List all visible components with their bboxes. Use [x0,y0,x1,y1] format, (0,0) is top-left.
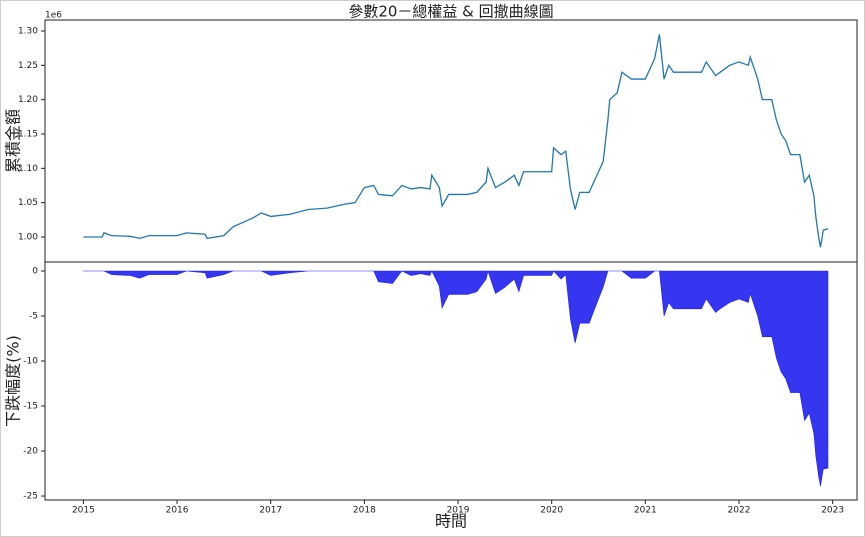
y-tick-label: -20 [23,447,38,457]
x-tick-label: 2017 [259,506,282,516]
y-axis-label: 累積金額 [4,109,23,173]
y-tick-label: 1.00 [18,233,38,243]
y-tick-label: 1.25 [18,61,38,71]
y-tick-label: -5 [29,312,38,322]
x-tick-label: 2021 [634,506,657,516]
x-tick-label: 2023 [821,506,844,516]
y-tick-label: 1.20 [18,95,38,105]
y-tick-label: 1.05 [18,198,38,208]
x-tick-label: 2015 [72,506,95,516]
y-tick-label: 1.15 [18,129,38,139]
y-axis-label: 下跌幅度(%) [4,335,23,427]
y-tick-label: 1.10 [18,164,38,174]
x-tick-label: 2016 [166,506,189,516]
y-tick-label: 0 [32,267,38,277]
chart-title: 參數20－總權益 & 回撤曲線圖 [348,3,553,21]
equity-line [83,34,829,248]
x-tick-label: 2020 [540,506,563,516]
y-tick-label: -25 [23,492,38,502]
plot-frame [44,261,858,501]
y-tick-label: 1.30 [18,26,38,36]
y-tick-label: -15 [23,402,38,412]
x-axis-label: 時間 [435,512,467,531]
x-tick-label: 2019 [447,506,470,516]
offset-text: 1e6 [45,11,62,21]
drawdown-area [83,269,829,487]
y-tick-label: -10 [23,357,38,367]
x-tick-label: 2018 [353,506,376,516]
x-tick-label: 2022 [728,506,751,516]
